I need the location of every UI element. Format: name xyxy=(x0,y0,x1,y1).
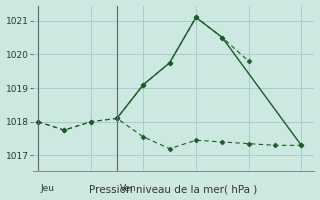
Text: Ven: Ven xyxy=(120,184,136,193)
X-axis label: Pression niveau de la mer( hPa ): Pression niveau de la mer( hPa ) xyxy=(90,184,258,194)
Text: Jeu: Jeu xyxy=(41,184,55,193)
